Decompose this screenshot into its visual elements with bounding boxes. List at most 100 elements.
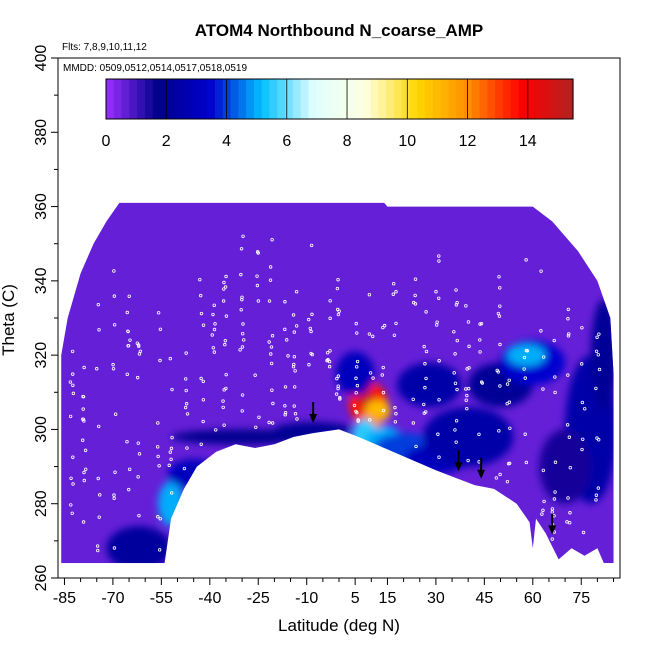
sample-point [199,442,203,446]
sample-point [137,452,142,456]
colorbar-segment [253,79,263,119]
y-tick-label: 380 [33,119,50,146]
sample-point [480,381,485,385]
sample-point [256,299,261,303]
sample-point [158,517,162,521]
sample-point [222,280,226,285]
y-tick-label: 300 [33,416,50,443]
sample-point [452,330,456,334]
sample-point [239,308,243,312]
sample-point [596,353,601,357]
sample-point [523,432,527,436]
colorbar-segment [292,79,302,119]
sample-point [498,304,502,308]
colorbar-segment [121,79,130,119]
heatmap-feature-20 [171,429,314,445]
sample-point [156,311,161,315]
sample-point [113,412,118,416]
colorbar-segment [152,79,162,119]
sample-point [582,407,587,411]
colorbar-segment [207,79,216,119]
sample-point [466,386,471,391]
x-axis-label: Latitude (deg N) [278,616,400,635]
sample-point [553,375,557,379]
sample-point [455,338,459,343]
sample-point [199,311,204,316]
sample-point [467,366,471,370]
sample-point [453,381,458,386]
sample-point [158,358,162,363]
sample-point [283,385,288,389]
sample-point [183,405,188,410]
sample-point [326,357,330,362]
sample-point [541,387,545,391]
sample-point [413,302,418,306]
heatmap-feature-16 [539,429,591,504]
sample-point [82,470,86,475]
sample-point [136,441,141,445]
sample-point [184,377,188,381]
sample-point [68,414,73,419]
sample-point [240,393,245,397]
sample-point [328,316,332,321]
colorbar-segment [565,79,574,119]
sample-point [83,448,88,453]
sample-point [309,329,313,334]
sample-point [371,334,375,339]
sample-point [394,290,398,294]
sample-point [336,374,341,378]
sample-point [82,478,86,483]
sample-point [594,498,598,502]
sample-point [112,323,117,327]
colorbar-segment [323,79,333,119]
sample-point [71,455,75,459]
y-tick-label: 340 [33,267,50,294]
sample-point [184,351,188,355]
colorbar-segment [214,79,224,119]
sample-point [211,312,215,317]
colorbar-segment [541,79,551,119]
sample-point [198,277,202,282]
sample-point [337,309,341,313]
sample-point [506,461,511,466]
sample-point [498,472,502,477]
sample-point [269,352,273,356]
sample-point [411,397,415,402]
sample-point [437,398,441,402]
colorbar-segment [176,79,185,119]
colorbar-segment [230,79,239,119]
sample-point [71,391,76,396]
colorbar-segment [238,79,247,119]
sample-point [335,376,339,381]
sample-point [221,399,225,403]
sample-point [581,530,586,535]
x-tick-label: -55 [150,590,173,607]
sample-point [392,333,397,337]
sample-point [212,327,217,332]
sample-point [597,367,602,372]
sample-point [525,349,530,353]
sample-point [238,348,242,352]
sample-point [522,367,526,371]
sample-point [422,344,426,349]
sample-point [156,421,160,425]
colorbar-segment [331,79,341,119]
colorbar-tick-label: 12 [459,133,477,150]
colorbar-tick-label: 14 [519,133,537,150]
sample-point [81,394,86,399]
sample-point [267,340,271,344]
sample-point [454,440,458,444]
sample-point [112,269,116,273]
sample-point [552,338,556,343]
sample-point [199,293,203,298]
colorbar-tick-label: 10 [398,133,416,150]
sample-point [437,359,441,363]
sample-point [596,438,601,442]
sample-point [391,281,396,286]
x-tick-label: -25 [247,590,270,607]
sample-point [125,372,129,377]
colorbar-segment [269,79,278,119]
sample-point [210,333,214,337]
terrain-mask [54,429,624,582]
sample-point [550,507,555,511]
